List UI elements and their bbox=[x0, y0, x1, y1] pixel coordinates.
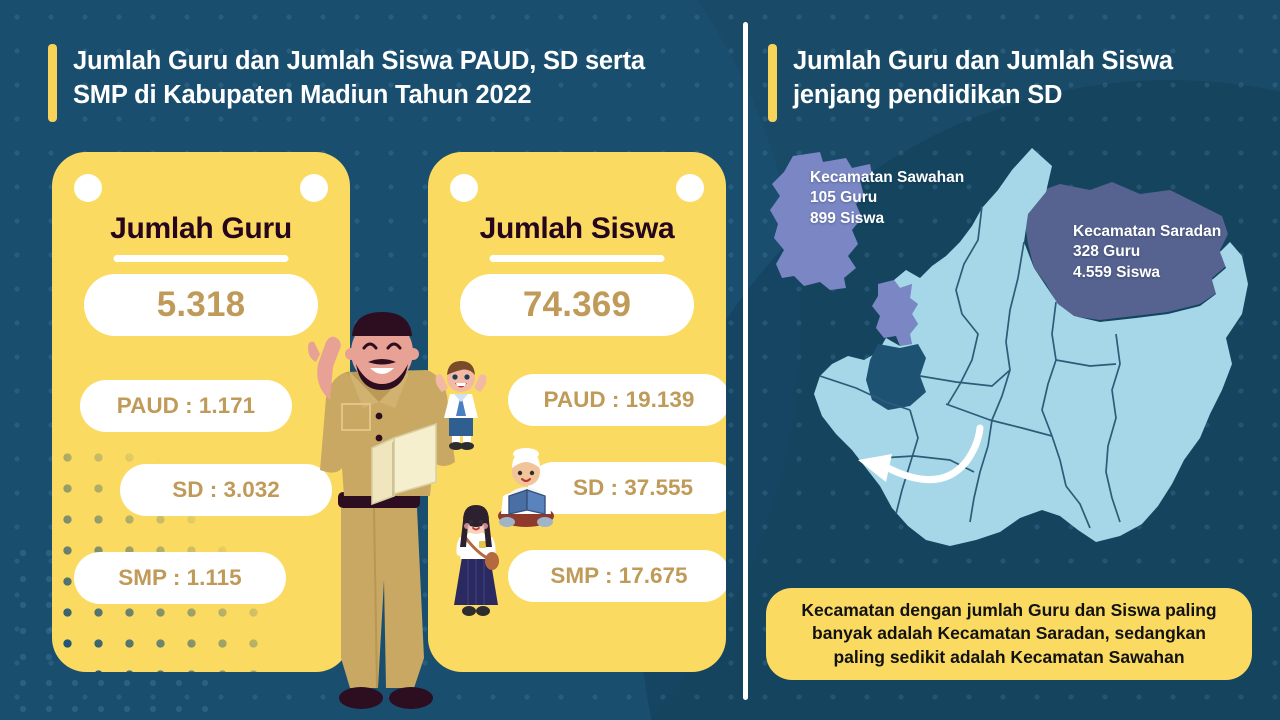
guru-smp-pill: SMP : 1.115 bbox=[74, 552, 286, 604]
reading-child-illustration bbox=[498, 448, 554, 527]
map-label-layer: Kecamatan Sawahan 105 Guru 899 Siswa Kec… bbox=[810, 169, 1222, 281]
map-shadow-patch bbox=[866, 344, 926, 410]
siswa-paud-pill: PAUD : 19.139 bbox=[508, 374, 726, 426]
panel-divider bbox=[743, 22, 748, 700]
girl-student-illustration bbox=[454, 505, 499, 616]
card-punch-hole-right bbox=[676, 174, 704, 202]
boy-student-illustration bbox=[435, 361, 487, 450]
card-punch-hole-left bbox=[450, 174, 478, 202]
card-guru-heading: Jumlah Guru bbox=[110, 212, 292, 245]
teacher-illustration bbox=[308, 312, 455, 709]
map-pointer-arrow bbox=[858, 424, 984, 484]
card-heading-underline bbox=[489, 255, 665, 262]
map-region-sawahan-inset[interactable] bbox=[770, 152, 872, 290]
card-heading-underline bbox=[113, 255, 289, 262]
card-siswa-heading: Jumlah Siswa bbox=[479, 212, 675, 245]
map-label-saradan: Kecamatan Saradan 328 Guru 4.559 Siswa bbox=[1073, 223, 1222, 281]
card-punch-hole-right bbox=[300, 174, 328, 202]
left-title-text: Jumlah Guru dan Jumlah Siswa PAUD, SD se… bbox=[73, 47, 645, 110]
siswa-sd-pill: SD : 37.555 bbox=[528, 462, 726, 514]
map-label-sawahan: Kecamatan Sawahan 105 Guru 899 Siswa bbox=[810, 169, 965, 227]
summary-note-text: Kecamatan dengan jumlah Guru dan Siswa p… bbox=[801, 599, 1217, 667]
guru-paud-pill: PAUD : 1.171 bbox=[80, 380, 292, 432]
map-region-sawahan[interactable] bbox=[872, 280, 918, 346]
map-region-body bbox=[814, 148, 1248, 546]
map-district-boundaries bbox=[819, 205, 1121, 529]
right-title-text: Jumlah Guru dan Jumlah Siswa jenjang pen… bbox=[793, 47, 1173, 110]
card-guru-total: 5.318 bbox=[84, 274, 318, 336]
title-accent-bar bbox=[768, 44, 777, 122]
card-punch-hole-left bbox=[74, 174, 102, 202]
map-region-saradan[interactable] bbox=[1024, 182, 1228, 320]
guru-sd-pill: SD : 3.032 bbox=[120, 464, 332, 516]
card-siswa-total: 74.369 bbox=[460, 274, 694, 336]
title-accent-bar bbox=[48, 44, 57, 122]
summary-note-box: Kecamatan dengan jumlah Guru dan Siswa p… bbox=[766, 588, 1252, 680]
left-panel-title: Jumlah Guru dan Jumlah Siswa PAUD, SD se… bbox=[48, 44, 728, 122]
kabupaten-madiun-map: Kecamatan Sawahan 105 Guru 899 Siswa Kec… bbox=[770, 148, 1248, 546]
siswa-smp-pill: SMP : 17.675 bbox=[508, 550, 726, 602]
right-panel-title: Jumlah Guru dan Jumlah Siswa jenjang pen… bbox=[768, 44, 1238, 122]
